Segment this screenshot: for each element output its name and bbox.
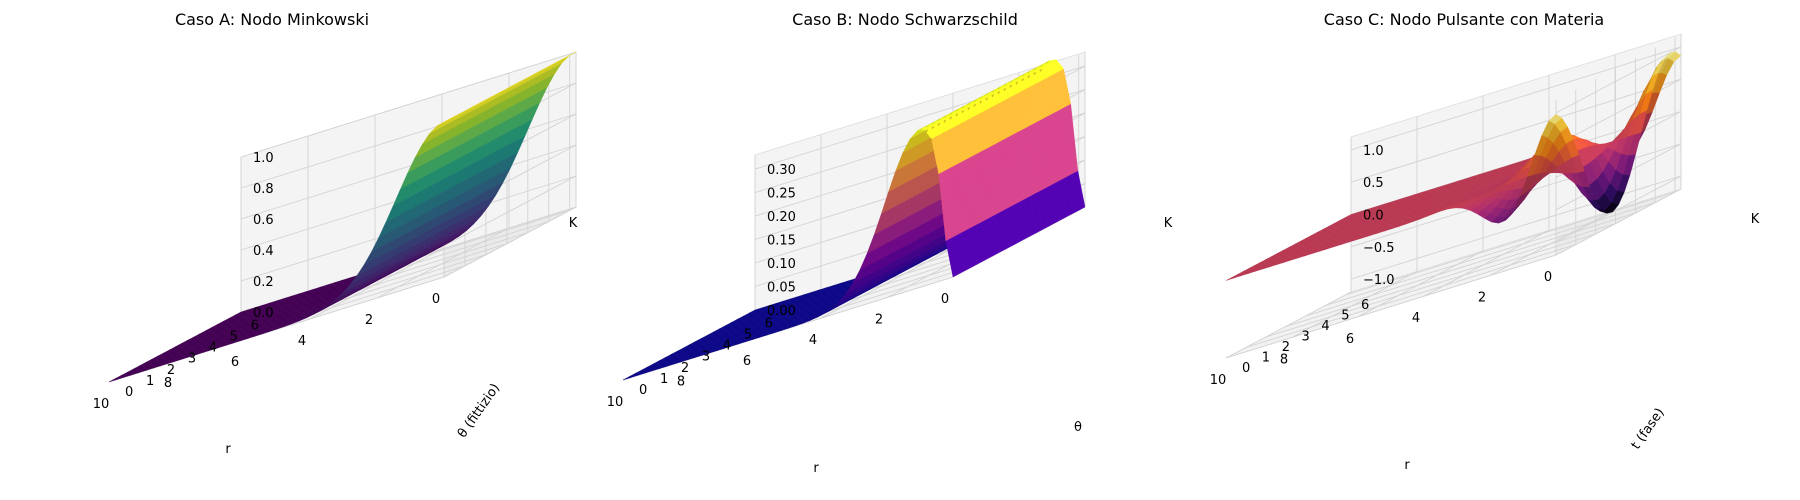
z-tick-label: 0.0: [253, 306, 274, 321]
chart-c-ylabel: t (fase): [1629, 406, 1668, 453]
y-tick-label: 3: [188, 352, 196, 367]
x-tick-label: 2: [365, 313, 373, 328]
grid-line-z: [1350, 175, 1682, 280]
z-tick-label: 0.6: [253, 213, 274, 228]
x-tick-label: 0: [941, 292, 949, 307]
chart-panel-a: Caso A: Nodo Minkowski r θ (fittizio) K …: [0, 0, 600, 500]
z-tick-label: 0.10: [767, 257, 796, 272]
z-tick-label: 0.05: [767, 281, 796, 296]
z-tick-label: 0.5: [1363, 176, 1384, 191]
chart-b-labels: r θ K 024681001234560.000.050.100.150.20…: [607, 163, 1173, 476]
chart-b-surface: [622, 59, 1086, 381]
chart-a-zlabel: K: [569, 216, 578, 231]
x-tick-label: 4: [1412, 311, 1420, 326]
chart-c-svg: Caso C: Nodo Pulsante con Materia r t (f…: [1210, 10, 1760, 473]
x-tick-label: 8: [164, 376, 172, 391]
x-tick-label: 10: [93, 397, 110, 412]
chart-b-ylabel: θ: [1074, 420, 1082, 435]
chart-c-xlabel: r: [1404, 458, 1410, 473]
surface-patch: [1225, 275, 1239, 281]
y-tick-label: 0: [1242, 361, 1250, 376]
z-tick-label: −0.5: [1363, 241, 1395, 256]
y-tick-label: 6: [1361, 298, 1369, 313]
z-tick-label: 0.0: [1363, 209, 1384, 224]
x-tick-label: 10: [1210, 373, 1227, 388]
y-tick-label: 3: [1302, 330, 1310, 345]
chart-b-svg: Caso B: Nodo Schwarzschild r θ K 0246810…: [607, 10, 1173, 476]
y-tick-label: 1: [146, 374, 154, 389]
surface-patch: [108, 376, 123, 383]
x-tick-label: 0: [1544, 270, 1552, 285]
chart-c-surface: [1225, 51, 1682, 281]
grid-line-y: [1344, 37, 1676, 296]
chart-a-ylabel: θ (fittizio): [455, 381, 503, 441]
chart-c-zlabel: K: [1751, 212, 1760, 227]
grid-line-z: [1350, 78, 1682, 183]
x-tick-label: 6: [1346, 332, 1354, 347]
y-tick-label: 1: [1262, 351, 1270, 366]
y-tick-label: 6: [765, 316, 773, 331]
chart-c-title: Caso C: Nodo Pulsante con Materia: [1324, 10, 1604, 29]
chart-a-xlabel: r: [225, 442, 231, 457]
x-tick-label: 6: [743, 354, 751, 369]
grid-line-y: [1265, 79, 1597, 338]
chart-panel-c: Caso C: Nodo Pulsante con Materia r t (f…: [1190, 0, 1790, 500]
y-tick-label: 0: [639, 383, 647, 398]
y-tick-label: 3: [702, 350, 710, 365]
grid-line-x: [1555, 34, 1682, 256]
z-tick-label: 0.15: [767, 234, 796, 249]
grid-line-y: [1285, 68, 1616, 328]
z-tick-label: 0.25: [767, 187, 796, 202]
grid-line-z: [240, 175, 577, 282]
x-tick-label: 4: [809, 333, 817, 348]
y-tick-label: 5: [744, 327, 752, 342]
y-tick-label: 2: [681, 361, 689, 376]
z-tick-label: 0.30: [767, 163, 796, 178]
chart-b-xlabel: r: [813, 461, 819, 476]
x-tick-label: 2: [875, 313, 883, 328]
x-tick-label: 10: [607, 395, 624, 410]
y-tick-label: 4: [1321, 319, 1329, 334]
x-tick-label: 8: [1280, 352, 1288, 367]
x-tick-label: 8: [677, 374, 685, 389]
x-tick-label: 2: [1478, 291, 1486, 306]
chart-a-svg: Caso A: Nodo Minkowski r θ (fittizio) K …: [93, 10, 578, 457]
z-tick-label: 0.20: [767, 210, 796, 225]
x-tick-label: 4: [298, 334, 306, 349]
y-tick-label: 2: [167, 363, 175, 378]
z-tick-label: 1.0: [1363, 144, 1384, 159]
x-tick-label: 0: [432, 292, 440, 307]
y-tick-label: 5: [230, 329, 238, 344]
y-tick-label: 6: [251, 318, 259, 333]
z-tick-label: 1.0: [253, 151, 274, 166]
y-tick-label: 4: [723, 339, 731, 354]
chart-b-title: Caso B: Nodo Schwarzschild: [792, 10, 1018, 29]
z-tick-label: 0.8: [253, 182, 274, 197]
y-tick-label: 0: [125, 385, 133, 400]
y-tick-label: 2: [1282, 340, 1290, 355]
z-tick-label: 0.2: [253, 275, 274, 290]
surface-patch: [622, 374, 637, 381]
chart-a-title: Caso A: Nodo Minkowski: [175, 10, 369, 29]
chart-b-zlabel: K: [1164, 216, 1173, 231]
y-tick-label: 1: [660, 372, 668, 387]
grid-line-z: [1350, 46, 1682, 151]
y-tick-label: 5: [1341, 309, 1349, 324]
y-tick-label: 4: [209, 341, 217, 356]
z-tick-label: 0.4: [253, 244, 274, 259]
x-tick-label: 6: [231, 355, 239, 370]
chart-a-surface: [108, 51, 577, 383]
z-tick-label: 0.00: [767, 304, 796, 319]
chart-panel-b: Caso B: Nodo Schwarzschild r θ K 0 2 4 6 8 10…: [595, 0, 1195, 500]
z-tick-label: −1.0: [1363, 273, 1395, 288]
